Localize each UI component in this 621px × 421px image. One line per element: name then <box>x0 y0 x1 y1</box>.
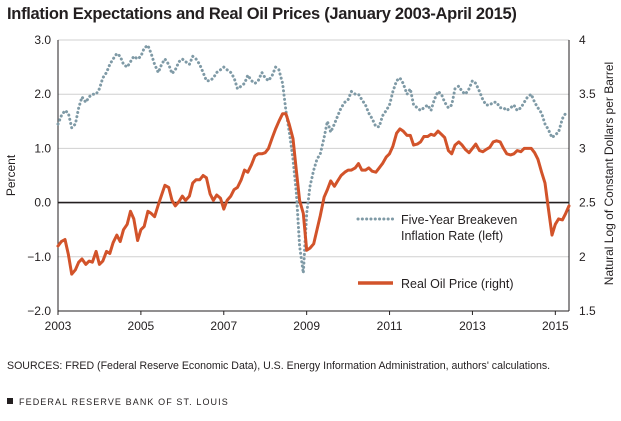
footer-square-icon <box>7 398 13 404</box>
chart-title: Inflation Expectations and Real Oil Pric… <box>7 5 517 23</box>
y-left-tick-label: 0.0 <box>34 196 51 210</box>
legend-label-breakeven: Five-Year Breakeven Inflation Rate (left) <box>401 213 517 243</box>
y-right-tick-label: 2.5 <box>579 196 596 210</box>
sources-note: SOURCES: FRED (Federal Reserve Economic … <box>7 360 551 372</box>
y-right-axis-title: Natural Log of Constant Dollars per Barr… <box>602 62 616 285</box>
gridlines <box>58 39 569 258</box>
series-line-breakeven-inflation <box>56 43 568 275</box>
line-chart: −2.0 −1.0 0.0 1.0 2.0 3.0 1.5 2 2.5 3 3.5 4 2003 2005… <box>4 33 616 333</box>
x-tick-label: 2005 <box>128 319 155 333</box>
x-tick-label: 2013 <box>459 319 486 333</box>
y-right-tick-label: 4 <box>579 33 586 47</box>
x-tick-label: 2007 <box>210 319 237 333</box>
y-right-tick-label: 3 <box>579 141 586 155</box>
legend-label-oil: Real Oil Price (right) <box>401 277 514 291</box>
series-line-real-oil-price <box>56 112 571 276</box>
footer: FEDERAL RESERVE BANK OF ST. LOUIS <box>7 397 229 407</box>
x-tick-label: 2009 <box>293 319 320 333</box>
y-right-tick-label: 1.5 <box>579 304 596 318</box>
y-right-tick-label: 2 <box>579 250 586 264</box>
legend-label-line-2: Inflation Rate (left) <box>401 229 503 243</box>
y-right-tick-label: 3.5 <box>579 87 596 101</box>
y-left-tick-label: 2.0 <box>34 87 51 101</box>
y-left-tick-label: 3.0 <box>34 33 51 47</box>
x-tick-label: 2003 <box>45 319 72 333</box>
axes: −2.0 −1.0 0.0 1.0 2.0 3.0 1.5 2 2.5 3 3.5 4 2003 2005… <box>4 33 616 333</box>
legend-label-line-1: Five-Year Breakeven <box>401 213 517 227</box>
y-left-axis-title: Percent <box>4 154 18 196</box>
legend: Five-Year Breakeven Inflation Rate (left)… <box>356 213 517 291</box>
y-left-tick-label: −1.0 <box>27 250 51 264</box>
series-lines <box>56 43 571 276</box>
x-tick-label: 2015 <box>542 319 569 333</box>
footer-text: FEDERAL RESERVE BANK OF ST. LOUIS <box>19 397 229 407</box>
x-tick-label: 2011 <box>377 319 403 333</box>
y-left-tick-label: −2.0 <box>27 304 51 318</box>
y-left-tick-label: 1.0 <box>34 141 51 155</box>
